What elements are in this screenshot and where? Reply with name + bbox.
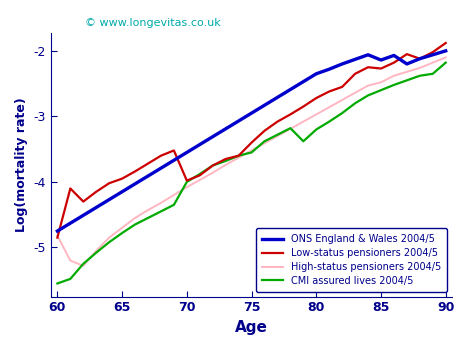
Text: © www.longevitas.co.uk: © www.longevitas.co.uk: [85, 18, 220, 28]
X-axis label: Age: Age: [235, 320, 268, 335]
Legend: ONS England & Wales 2004/5, Low-status pensioners 2004/5, High-status pensioners: ONS England & Wales 2004/5, Low-status p…: [256, 229, 447, 292]
Y-axis label: Log(mortality rate): Log(mortality rate): [15, 97, 28, 232]
